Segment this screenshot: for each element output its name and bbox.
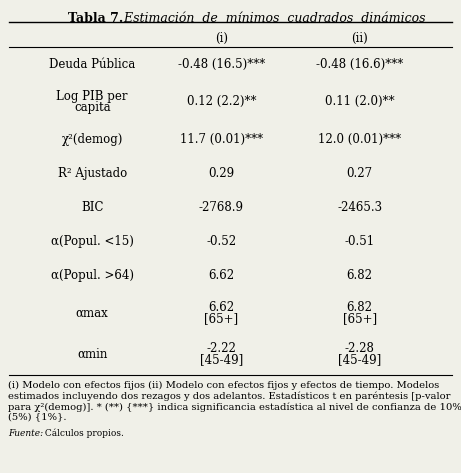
Text: para χ²(demog)]. * (**) {***} indica significancia estadística al nivel de confi: para χ²(demog)]. * (**) {***} indica sig… [8,402,461,412]
Text: [65+]: [65+] [343,312,377,325]
Text: -2.22: -2.22 [207,342,236,355]
Text: 12.0 (0.01)***: 12.0 (0.01)*** [318,133,401,146]
Text: χ²(demog): χ²(demog) [61,133,123,146]
Text: estimados incluyendo dos rezagos y dos adelantos. Estadísticos t en paréntesis [: estimados incluyendo dos rezagos y dos a… [8,392,450,401]
Text: R² Ajustado: R² Ajustado [58,167,127,180]
Text: Fuente:: Fuente: [8,429,43,438]
Text: αmin: αmin [77,348,107,361]
Text: Estimación  de  mínimos  cuadrados  dinámicos: Estimación de mínimos cuadrados dinámico… [120,12,426,25]
Text: [45-49]: [45-49] [200,353,243,367]
Text: (i): (i) [215,32,228,45]
Text: 0.12 (2.2)**: 0.12 (2.2)** [187,95,256,108]
Text: (ii): (ii) [351,32,368,45]
Text: Log PIB per: Log PIB per [56,90,128,103]
Text: capita: capita [74,101,111,114]
Text: Deuda Pública: Deuda Pública [49,58,136,70]
Text: 0.11 (2.0)**: 0.11 (2.0)** [325,95,395,108]
Text: [45-49]: [45-49] [338,353,381,367]
Text: αmax: αmax [76,307,109,320]
Text: -0.48 (16.6)***: -0.48 (16.6)*** [316,58,403,70]
Text: -2768.9: -2768.9 [199,201,244,214]
Text: 6.62: 6.62 [208,269,234,282]
Text: -0.52: -0.52 [206,235,236,248]
Text: [65+]: [65+] [204,312,238,325]
Text: 6.62: 6.62 [208,301,234,314]
Text: 11.7 (0.01)***: 11.7 (0.01)*** [180,133,263,146]
Text: BIC: BIC [81,201,103,214]
Text: -2.28: -2.28 [345,342,374,355]
Text: α(Popul. <15): α(Popul. <15) [51,235,134,248]
Text: Tabla 7.: Tabla 7. [68,12,123,25]
Text: (i) Modelo con efectos fijos (ii) Modelo con efectos fijos y efectos de tiempo. : (i) Modelo con efectos fijos (ii) Modelo… [8,381,439,390]
Text: -0.48 (16.5)***: -0.48 (16.5)*** [177,58,265,70]
Text: (5%) {1%}.: (5%) {1%}. [8,412,66,421]
Text: α(Popul. >64): α(Popul. >64) [51,269,134,282]
Text: -2465.3: -2465.3 [337,201,382,214]
Text: Cálculos propios.: Cálculos propios. [42,429,124,438]
Text: 0.27: 0.27 [347,167,372,180]
Text: -0.51: -0.51 [344,235,375,248]
Text: Tabla 7. Estimación  de  mínimos  cuadrados  dinámicos: Tabla 7. Estimación de mínimos cuadrados… [62,12,418,25]
Text: 6.82: 6.82 [347,269,372,282]
Text: 0.29: 0.29 [208,167,234,180]
Text: 6.82: 6.82 [347,301,372,314]
